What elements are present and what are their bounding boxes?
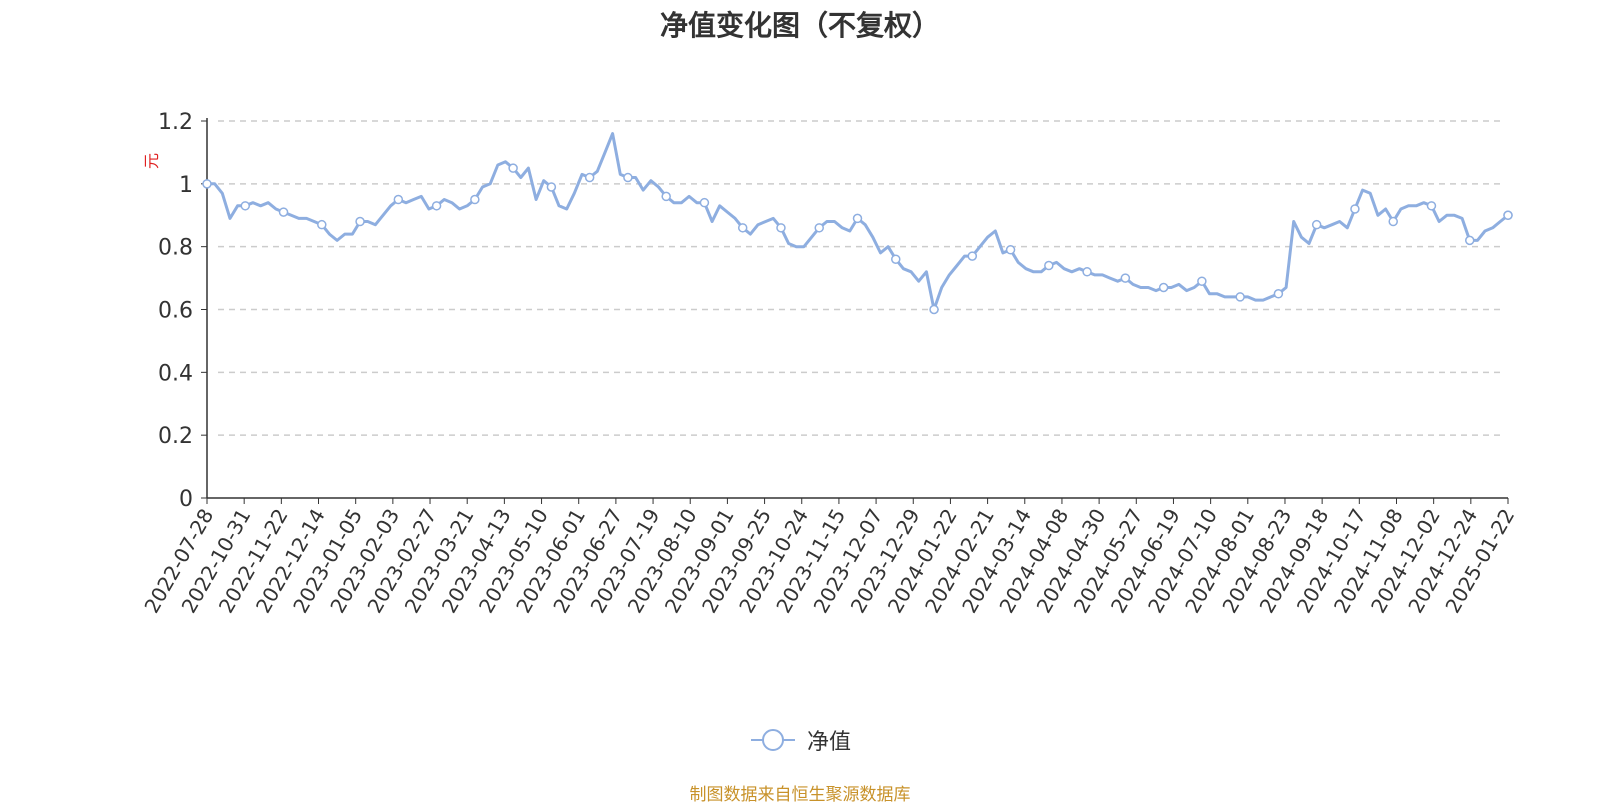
data-point	[929, 304, 939, 315]
data-point	[1311, 219, 1322, 230]
data-point	[1044, 260, 1054, 271]
data-point	[699, 197, 710, 208]
legend-line-marker-icon	[750, 729, 795, 751]
data-point	[623, 172, 633, 183]
y-tick-label: 1.2	[158, 110, 193, 135]
data-point	[661, 191, 671, 202]
data-point	[814, 223, 824, 233]
data-point	[1503, 210, 1513, 220]
data-point	[546, 182, 557, 192]
data-point	[891, 254, 901, 264]
source-note: 制图数据来自恒生聚源数据库	[689, 785, 911, 805]
data-point	[1235, 292, 1245, 302]
y-tick-label: 1	[179, 173, 193, 198]
data-point	[393, 194, 404, 205]
data-point	[1426, 201, 1437, 211]
series-layer	[202, 132, 1513, 315]
data-point	[1350, 204, 1360, 214]
data-point	[967, 251, 978, 261]
data-point	[1197, 276, 1207, 286]
data-point	[737, 223, 748, 233]
data-point	[1158, 282, 1169, 293]
legend-label: 净值	[806, 730, 851, 755]
data-point	[202, 179, 212, 189]
data-point	[1464, 235, 1475, 246]
data-point	[508, 163, 518, 173]
data-point	[1273, 289, 1284, 299]
y-axis-title: 元	[142, 153, 161, 169]
y-tick-label: 0.8	[158, 236, 193, 261]
y-tick-label: 0.4	[158, 361, 193, 386]
y-tick-label: 0.6	[158, 299, 193, 324]
data-point	[470, 194, 480, 205]
grid-lines	[218, 120, 1500, 436]
data-point	[1082, 267, 1092, 277]
data-point	[1005, 245, 1016, 255]
data-point	[431, 201, 442, 211]
data-point	[240, 201, 251, 211]
data-point	[852, 213, 863, 224]
data-point	[584, 172, 595, 183]
y-tick-label: 0	[179, 487, 193, 512]
chart-title: 净值变化图（不复权）	[659, 9, 940, 42]
data-point	[355, 216, 365, 227]
data-point	[1388, 216, 1398, 227]
axes: 00.20.40.60.811.2元2022-07-282022-10-3120…	[139, 110, 1519, 617]
data-point	[317, 219, 327, 230]
data-point	[278, 207, 289, 217]
legend[interactable]: 净值	[0, 720, 1600, 760]
data-point	[1120, 273, 1131, 283]
y-tick-label: 0.2	[158, 424, 193, 449]
data-point	[776, 223, 786, 233]
